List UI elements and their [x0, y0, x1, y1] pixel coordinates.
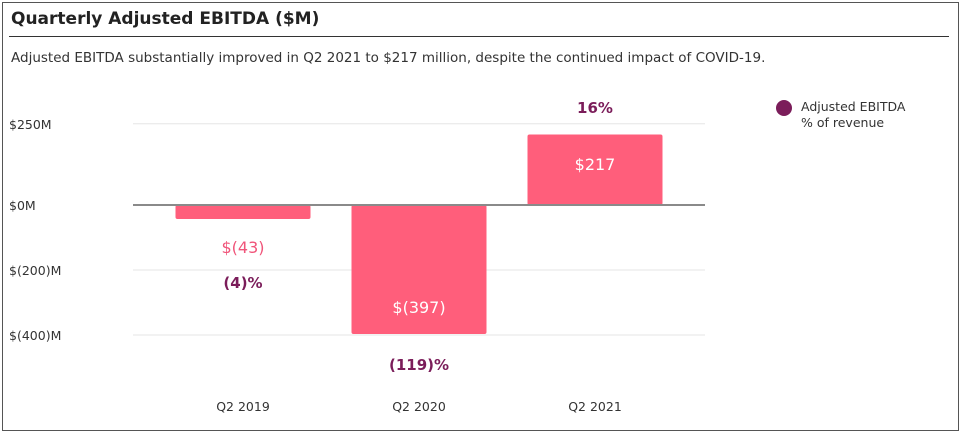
y-tick-label: $(400)M	[9, 328, 61, 343]
percent-label: (119)%	[389, 356, 449, 374]
chart-subtitle: Adjusted EBITDA substantially improved i…	[11, 50, 766, 66]
bar-chart: $250M $0M $(200)M $(400)M $(43) (4)% Q2 2019 $(…	[9, 99, 705, 414]
legend-line-2: % of revenue	[801, 115, 885, 130]
y-tick-label: $250M	[9, 117, 52, 132]
x-tick-label: Q2 2019	[216, 399, 270, 414]
x-tick-label: Q2 2020	[392, 399, 446, 414]
bar-q2-2020	[351, 205, 487, 335]
y-tick-label: $0M	[9, 198, 36, 213]
legend-label: Adjusted EBITDA % of revenue	[801, 99, 951, 131]
legend-swatch	[776, 100, 792, 116]
legend-line-1: Adjusted EBITDA	[801, 99, 906, 114]
percent-label: (4)%	[223, 274, 262, 292]
data-label: $217	[575, 155, 616, 174]
chart-title: Quarterly Adjusted EBITDA ($M)	[11, 9, 320, 29]
title-divider	[9, 36, 949, 37]
data-label: $(397)	[392, 298, 445, 317]
bar-q2-2019	[175, 205, 311, 219]
bar-q2-2021	[527, 134, 663, 205]
x-tick-label: Q2 2021	[568, 399, 622, 414]
data-label: $(43)	[221, 238, 264, 257]
y-tick-label: $(200)M	[9, 263, 61, 278]
percent-label: 16%	[577, 99, 613, 117]
